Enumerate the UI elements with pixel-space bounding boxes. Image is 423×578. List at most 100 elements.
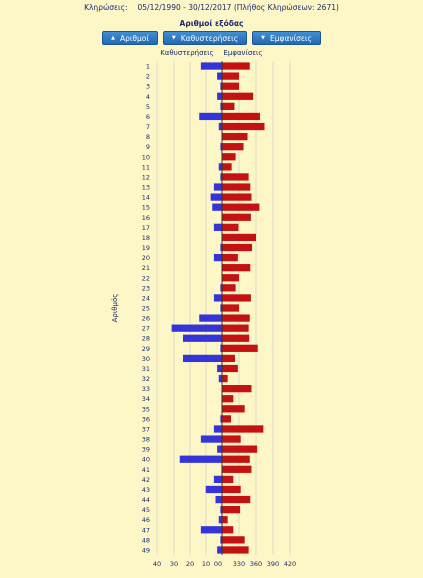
zero-tick-label: 00 (214, 560, 222, 568)
category-label: 24 (142, 294, 150, 302)
category-label: 37 (142, 425, 150, 433)
sort-arrow-icon: ▼ (261, 35, 265, 41)
draws-label: Κληρώσεις: (84, 3, 128, 12)
delay-bar (213, 183, 222, 191)
appearance-bar (222, 395, 234, 403)
delay-bar (199, 112, 222, 121)
appearance-bar (222, 495, 251, 504)
category-label: 33 (142, 385, 150, 393)
category-label: 31 (142, 365, 150, 373)
appearance-bar (222, 72, 239, 80)
appearance-bar (222, 223, 239, 231)
category-label: 17 (142, 224, 150, 232)
category-label: 19 (142, 244, 150, 252)
appearance-bar (222, 445, 258, 453)
category-label: 38 (142, 436, 150, 444)
category-label: 46 (142, 516, 150, 524)
appearance-bar (222, 506, 241, 514)
category-label: 6 (146, 113, 150, 121)
delay-bar (200, 435, 222, 443)
category-label: 44 (142, 496, 150, 504)
delay-bar (220, 102, 222, 110)
category-label: 49 (142, 546, 150, 554)
appearance-bar (222, 122, 265, 131)
appearance-bar (222, 405, 245, 413)
category-label: 28 (142, 335, 150, 343)
delay-bar (213, 223, 222, 231)
category-label: 5 (146, 103, 150, 111)
delay-bar (183, 354, 222, 363)
delay-bar (217, 546, 222, 554)
appearance-bar (222, 344, 258, 352)
delay-bar (220, 304, 222, 312)
appearance-bar (222, 112, 260, 121)
appearance-bar (222, 233, 256, 242)
category-label: 40 (142, 456, 150, 464)
category-label: 20 (142, 254, 150, 262)
sort-by-number-button[interactable]: ▲ Αριθμοί (102, 31, 158, 45)
category-label: 41 (142, 466, 150, 474)
category-label: 14 (142, 194, 150, 202)
delay-bar (220, 143, 222, 151)
category-label: 16 (142, 214, 150, 222)
appearance-bar (222, 536, 245, 544)
delay-tick-label: 40 (153, 560, 161, 568)
appearance-bar (222, 253, 238, 262)
category-label: 12 (142, 173, 150, 181)
appearance-bar (222, 193, 252, 201)
sort-arrow-icon: ▲ (111, 35, 115, 41)
draws-info: Κληρώσεις: 05/12/1990 - 30/12/2017 (Πλήθο… (0, 3, 423, 12)
category-label: 15 (142, 204, 150, 212)
delay-bar (220, 243, 222, 252)
appearance-bar (222, 82, 239, 90)
delays-series-label: Καθυστερήσεις (160, 49, 214, 57)
appearance-bar (222, 364, 238, 373)
category-label: 27 (142, 325, 150, 333)
delay-bar (179, 455, 222, 463)
category-label: 48 (142, 536, 150, 544)
category-label: 7 (146, 123, 150, 131)
appearance-bar (222, 465, 252, 473)
category-label: 43 (142, 486, 150, 494)
sort-by-appearances-button[interactable]: ▼ Εμφανίσεις (252, 31, 321, 45)
category-label: 11 (142, 163, 150, 171)
delay-bar (213, 294, 222, 302)
delay-bar (218, 374, 222, 383)
delay-bar (220, 344, 222, 352)
category-label: 25 (142, 305, 150, 313)
delay-bar (218, 122, 222, 131)
appearance-bar (222, 485, 241, 494)
appearance-bar (222, 264, 251, 272)
appearance-tick-label: 330 (233, 560, 245, 568)
delay-bar (218, 516, 222, 524)
date-range: 05/12/1990 - 30/12/2017 (137, 3, 232, 12)
appearance-bar (222, 324, 249, 332)
delay-bar (213, 475, 222, 484)
appearance-bar (222, 304, 239, 312)
appearance-bar (222, 435, 241, 443)
delay-bar (217, 445, 222, 453)
category-label: 3 (146, 83, 150, 91)
sort-by-delays-button[interactable]: ▼ Καθυστερήσεις (162, 31, 248, 45)
appearance-bar (222, 243, 253, 252)
category-label: 18 (142, 234, 150, 242)
sort-by-number-label: Αριθμοί (119, 33, 149, 43)
appearance-bar (222, 526, 234, 534)
category-label: 35 (142, 405, 150, 413)
sort-by-appearances-label: Εμφανίσεις (269, 33, 312, 43)
appearance-bar (222, 354, 236, 363)
delay-bar (205, 485, 222, 494)
delay-bar (217, 364, 222, 373)
appearance-bar (222, 425, 264, 433)
appearance-bar (222, 163, 232, 171)
category-label: 10 (142, 153, 150, 161)
delay-bar (212, 203, 222, 211)
category-label: 1 (146, 63, 150, 71)
appearance-bar (222, 334, 250, 342)
appearance-bar (222, 455, 250, 463)
appearance-bar (222, 213, 251, 221)
category-label: 23 (142, 284, 150, 292)
appearance-bar (222, 203, 260, 211)
category-label: 47 (142, 526, 150, 534)
category-label: 26 (142, 315, 150, 323)
